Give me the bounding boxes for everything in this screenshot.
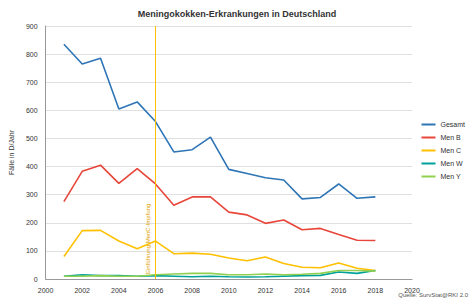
svg-text:Men B: Men B xyxy=(440,134,461,141)
svg-text:2002: 2002 xyxy=(74,287,90,294)
svg-text:2000: 2000 xyxy=(38,287,54,294)
svg-text:Gesamt: Gesamt xyxy=(440,121,465,128)
svg-text:2012: 2012 xyxy=(258,287,274,294)
svg-text:200: 200 xyxy=(26,219,38,226)
svg-text:800: 800 xyxy=(26,51,38,58)
svg-text:2010: 2010 xyxy=(221,287,237,294)
svg-text:Meningokokken-Erkrankungen in: Meningokokken-Erkrankungen in Deutschlan… xyxy=(138,9,337,19)
svg-text:300: 300 xyxy=(26,191,38,198)
svg-text:900: 900 xyxy=(26,23,38,30)
svg-text:Men Y: Men Y xyxy=(440,173,460,180)
svg-text:Fälle in D/Jahr: Fälle in D/Jahr xyxy=(8,129,15,175)
svg-text:2008: 2008 xyxy=(184,287,200,294)
svg-text:600: 600 xyxy=(26,107,38,114)
svg-text:Men W: Men W xyxy=(440,160,463,167)
svg-text:Einführung MenC-Impfung: Einführung MenC-Impfung xyxy=(145,204,151,274)
svg-text:0: 0 xyxy=(34,276,38,283)
svg-text:2014: 2014 xyxy=(294,287,310,294)
svg-text:2020: 2020 xyxy=(404,287,420,294)
svg-text:2016: 2016 xyxy=(331,287,347,294)
svg-text:700: 700 xyxy=(26,79,38,86)
svg-text:100: 100 xyxy=(26,247,38,254)
svg-text:Men C: Men C xyxy=(440,147,461,154)
svg-text:2006: 2006 xyxy=(148,287,164,294)
svg-text:500: 500 xyxy=(26,135,38,142)
svg-text:2004: 2004 xyxy=(111,287,127,294)
svg-text:400: 400 xyxy=(26,163,38,170)
svg-text:2018: 2018 xyxy=(368,287,384,294)
svg-text:Quelle: SurvStat@RKI 2.0: Quelle: SurvStat@RKI 2.0 xyxy=(398,292,468,298)
